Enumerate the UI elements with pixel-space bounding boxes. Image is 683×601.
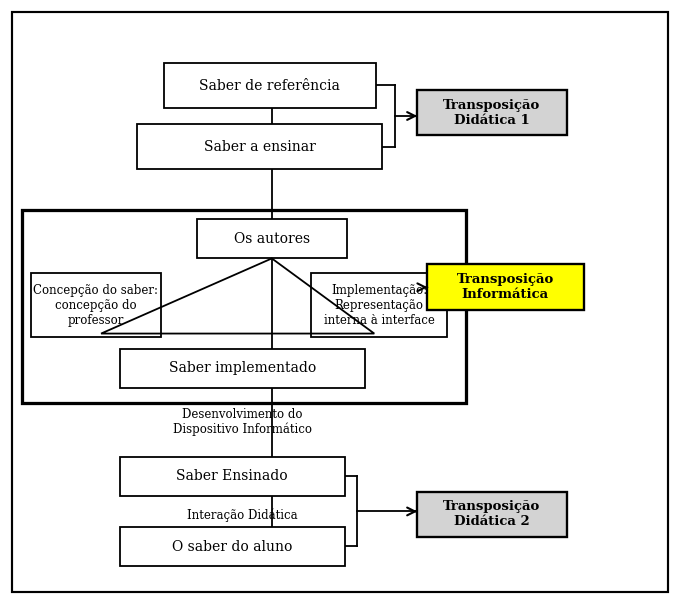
FancyBboxPatch shape bbox=[137, 124, 382, 169]
Text: Concepção do saber:
concepção do
professor: Concepção do saber: concepção do profess… bbox=[33, 284, 158, 326]
FancyBboxPatch shape bbox=[31, 273, 161, 337]
FancyBboxPatch shape bbox=[417, 90, 567, 135]
FancyBboxPatch shape bbox=[164, 63, 376, 108]
FancyBboxPatch shape bbox=[120, 527, 345, 566]
FancyBboxPatch shape bbox=[120, 349, 365, 388]
Text: Saber Ensinado: Saber Ensinado bbox=[176, 469, 288, 483]
Text: O saber do aluno: O saber do aluno bbox=[172, 540, 292, 554]
Text: Saber implementado: Saber implementado bbox=[169, 361, 316, 375]
Text: Os autores: Os autores bbox=[234, 232, 310, 246]
Text: Desenvolvimento do
Dispositivo Informático: Desenvolvimento do Dispositivo Informáti… bbox=[173, 407, 312, 436]
Text: Saber a ensinar: Saber a ensinar bbox=[204, 140, 316, 154]
Text: Transposição
Didática 1: Transposição Didática 1 bbox=[443, 99, 540, 127]
Text: Implementação:
Representação
interna à interface: Implementação: Representação interna à i… bbox=[324, 284, 434, 326]
FancyBboxPatch shape bbox=[197, 219, 347, 258]
Text: Saber de referência: Saber de referência bbox=[199, 79, 340, 93]
FancyBboxPatch shape bbox=[417, 492, 567, 537]
FancyBboxPatch shape bbox=[120, 457, 345, 496]
Text: Transposição
Informática: Transposição Informática bbox=[457, 273, 554, 301]
FancyBboxPatch shape bbox=[22, 210, 466, 403]
Text: Interação Didática: Interação Didática bbox=[187, 508, 298, 522]
FancyBboxPatch shape bbox=[311, 273, 447, 337]
Text: Transposição
Didática 2: Transposição Didática 2 bbox=[443, 500, 540, 528]
FancyBboxPatch shape bbox=[12, 12, 668, 592]
FancyBboxPatch shape bbox=[427, 264, 584, 310]
